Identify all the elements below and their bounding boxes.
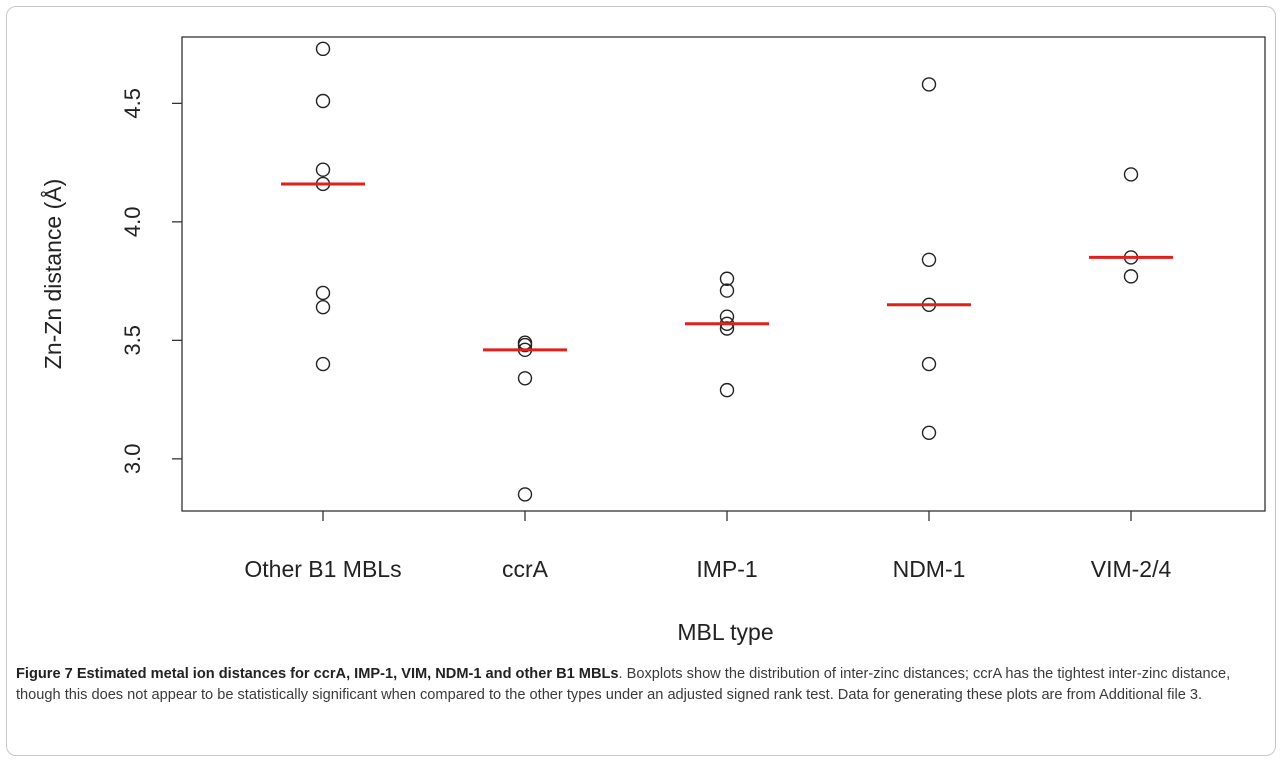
x-axis: Other B1 MBLs ccrA IMP-1 NDM-1 VIM-2/4 (244, 511, 1171, 582)
data-point (517, 337, 533, 353)
data-point (719, 283, 735, 298)
data-point (1123, 269, 1139, 284)
y-tick-label: 3.5 (120, 325, 145, 356)
plot-area (181, 36, 1266, 512)
x-axis-label: MBL type (677, 619, 773, 645)
data-point (315, 162, 331, 177)
data-point (921, 425, 937, 440)
data-point (315, 41, 331, 57)
data-point (719, 321, 735, 336)
x-tick-label: IMP-1 (696, 556, 757, 582)
data-point (315, 93, 331, 109)
y-tick-label: 4.0 (120, 207, 145, 238)
data-point (315, 299, 331, 315)
data-point (921, 252, 937, 267)
caption-body: . Boxplots show the distribution of inte… (16, 666, 1231, 703)
data-point (719, 382, 735, 398)
figure-frame (6, 6, 1276, 756)
x-tick-label: Other B1 MBLs (244, 556, 401, 582)
data-point (517, 487, 533, 502)
caption-title: Figure 7 Estimated metal ion distances f… (16, 666, 619, 682)
x-tick-label: VIM-2/4 (1091, 556, 1172, 582)
scatter-chart: 3.0 3.5 4.0 4.5 Other B1 MBLs ccrA IMP-1 NDM-1… (39, 36, 1266, 645)
data-point (517, 371, 533, 386)
data-point (315, 285, 331, 301)
data-point (315, 356, 331, 372)
y-tick-label: 3.0 (120, 444, 145, 475)
x-tick-label: ccrA (502, 556, 549, 582)
x-tick-label: NDM-1 (893, 556, 966, 582)
y-axis-label: Zn-Zn distance (Å) (39, 179, 66, 369)
data-point (719, 271, 735, 286)
data-point (921, 77, 937, 92)
data-point (1123, 167, 1139, 182)
figure-caption: Figure 7 Estimated metal ion distances f… (16, 664, 1266, 706)
y-axis: 3.0 3.5 4.0 4.5 (120, 88, 182, 474)
data-point (921, 356, 937, 372)
data-marks (281, 41, 1173, 502)
y-tick-label: 4.5 (120, 88, 145, 119)
